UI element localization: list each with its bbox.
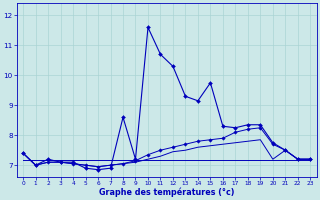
X-axis label: Graphe des températures (°c): Graphe des températures (°c) bbox=[99, 187, 235, 197]
